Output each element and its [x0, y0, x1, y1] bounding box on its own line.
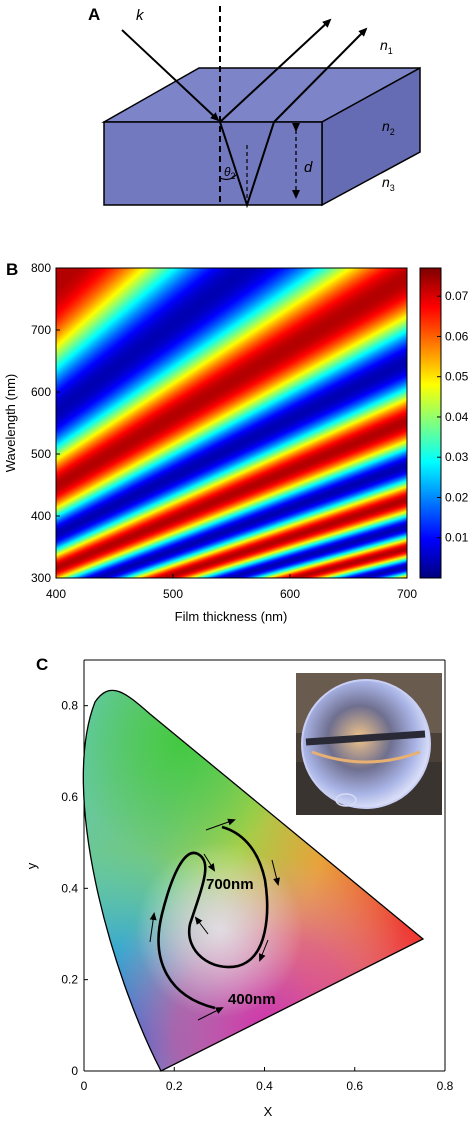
n1-label: n1: [380, 37, 393, 56]
panel-c-label: C: [36, 655, 48, 674]
colorbar-tick-label: 0.05: [445, 370, 469, 384]
chroma-x-tick-label: 0.6: [346, 1079, 363, 1093]
colorbar-tick-label: 0.06: [445, 329, 469, 343]
chroma-y-tick-label: 0.2: [61, 973, 78, 987]
direction-arrow: [149, 912, 157, 943]
chroma-y-tick-label: 0.6: [61, 790, 78, 804]
colorbar-frame: [419, 267, 442, 579]
heatmap-y-axis-label: Wavelength (nm): [3, 374, 18, 473]
panel-b-label: B: [6, 260, 18, 279]
slab-front-face: [103, 121, 323, 206]
chroma-y-tick-label: 0.8: [61, 699, 78, 713]
heatmap-x-tick-label: 600: [280, 587, 300, 601]
reflected-ray: [219, 18, 332, 123]
spectral-locus: [82, 689, 425, 1072]
colorbar: [420, 268, 441, 578]
theta-label: θ2: [224, 165, 236, 181]
thickness-label: d: [304, 159, 313, 176]
heatmap-y-tick-label: 300: [31, 571, 51, 585]
chroma-x-tick-label: 0: [81, 1079, 88, 1093]
heatmap-y-tick-label: 600: [31, 385, 51, 399]
chroma-x-tick-label: 0.8: [437, 1079, 454, 1093]
heatmap-frame: [55, 267, 408, 579]
colorbar-tick-label: 0.03: [445, 450, 469, 464]
panel-b-heatmap: B 400 500 600 700 300 400 500 600 700 800 0.01 0.02…: [0, 250, 473, 642]
colorbar-tick-label: 0.01: [445, 531, 469, 545]
heatmap-y-tick-label: 500: [31, 447, 51, 461]
direction-arrow: [203, 853, 216, 872]
heatmap-x-tick-label: 400: [46, 587, 66, 601]
panel-c-chromaticity: C 0 0.2 0.4 0.6 0.8 0 0.2 0.4 0.6 0.8 700nm 400nm: [0, 642, 473, 1125]
direction-arrow: [205, 818, 236, 831]
panel-a-film-diagram: A k θ2 d n1 n2 n3: [0, 0, 473, 250]
direction-arrow: [258, 939, 269, 962]
direction-arrow: [271, 859, 280, 886]
annotation-700nm: 700nm: [206, 876, 254, 893]
heatmap-svg: B 400 500 600 700 300 400 500 600 700 800 0.01 0.02…: [3, 260, 469, 624]
colorbar-tick-label: 0.04: [445, 410, 469, 424]
heatmap-y-tick-label: 400: [31, 509, 51, 523]
theta-arc: [219, 174, 237, 181]
annotation-400nm: 400nm: [228, 991, 276, 1008]
chroma-y-tick-label: 0.4: [61, 881, 78, 895]
heatmap-x-tick-label: 500: [163, 587, 183, 601]
heatmap-x-tick-label: 700: [397, 587, 417, 601]
heatmap-plot-area: [56, 268, 407, 578]
heatmap-ticks: 400 500 600 700 300 400 500 600 700 800 0.01 0.02 0.…: [31, 261, 469, 601]
chroma-y-tick-label: 0: [71, 1064, 78, 1078]
chroma-x-axis-label: X: [264, 1104, 273, 1119]
colorbar-tick-label: 0.02: [445, 490, 469, 504]
transmitted-reflected-ray: [273, 27, 368, 123]
soap-bubble-inset: [296, 673, 442, 815]
film-diagram-svg: A k θ2 d n1 n2 n3: [88, 5, 421, 209]
n2-label: n2: [382, 118, 395, 137]
heatmap-y-tick-label: 700: [31, 323, 51, 337]
chroma-y-axis-label: y: [24, 862, 39, 869]
chroma-x-tick-label: 0.2: [166, 1079, 183, 1093]
incident-ray: [121, 29, 220, 122]
heatmap-x-axis-label: Film thickness (nm): [175, 609, 288, 624]
direction-arrow: [197, 1007, 224, 1021]
color-trajectory: [157, 825, 269, 1010]
panel-a-label: A: [88, 5, 100, 24]
heatmap-y-tick-label: 800: [31, 261, 51, 275]
colorbar-tick-label: 0.07: [445, 289, 469, 303]
wavevector-label: k: [136, 7, 145, 24]
chroma-ticks: 0 0.2 0.4 0.6 0.8 0 0.2 0.4 0.6 0.8: [61, 699, 453, 1093]
chroma-x-tick-label: 0.4: [256, 1079, 273, 1093]
n3-label: n3: [382, 174, 395, 193]
direction-arrow: [194, 916, 209, 935]
chromaticity-svg: C 0 0.2 0.4 0.6 0.8 0 0.2 0.4 0.6 0.8 700nm 400nm: [24, 655, 454, 1119]
